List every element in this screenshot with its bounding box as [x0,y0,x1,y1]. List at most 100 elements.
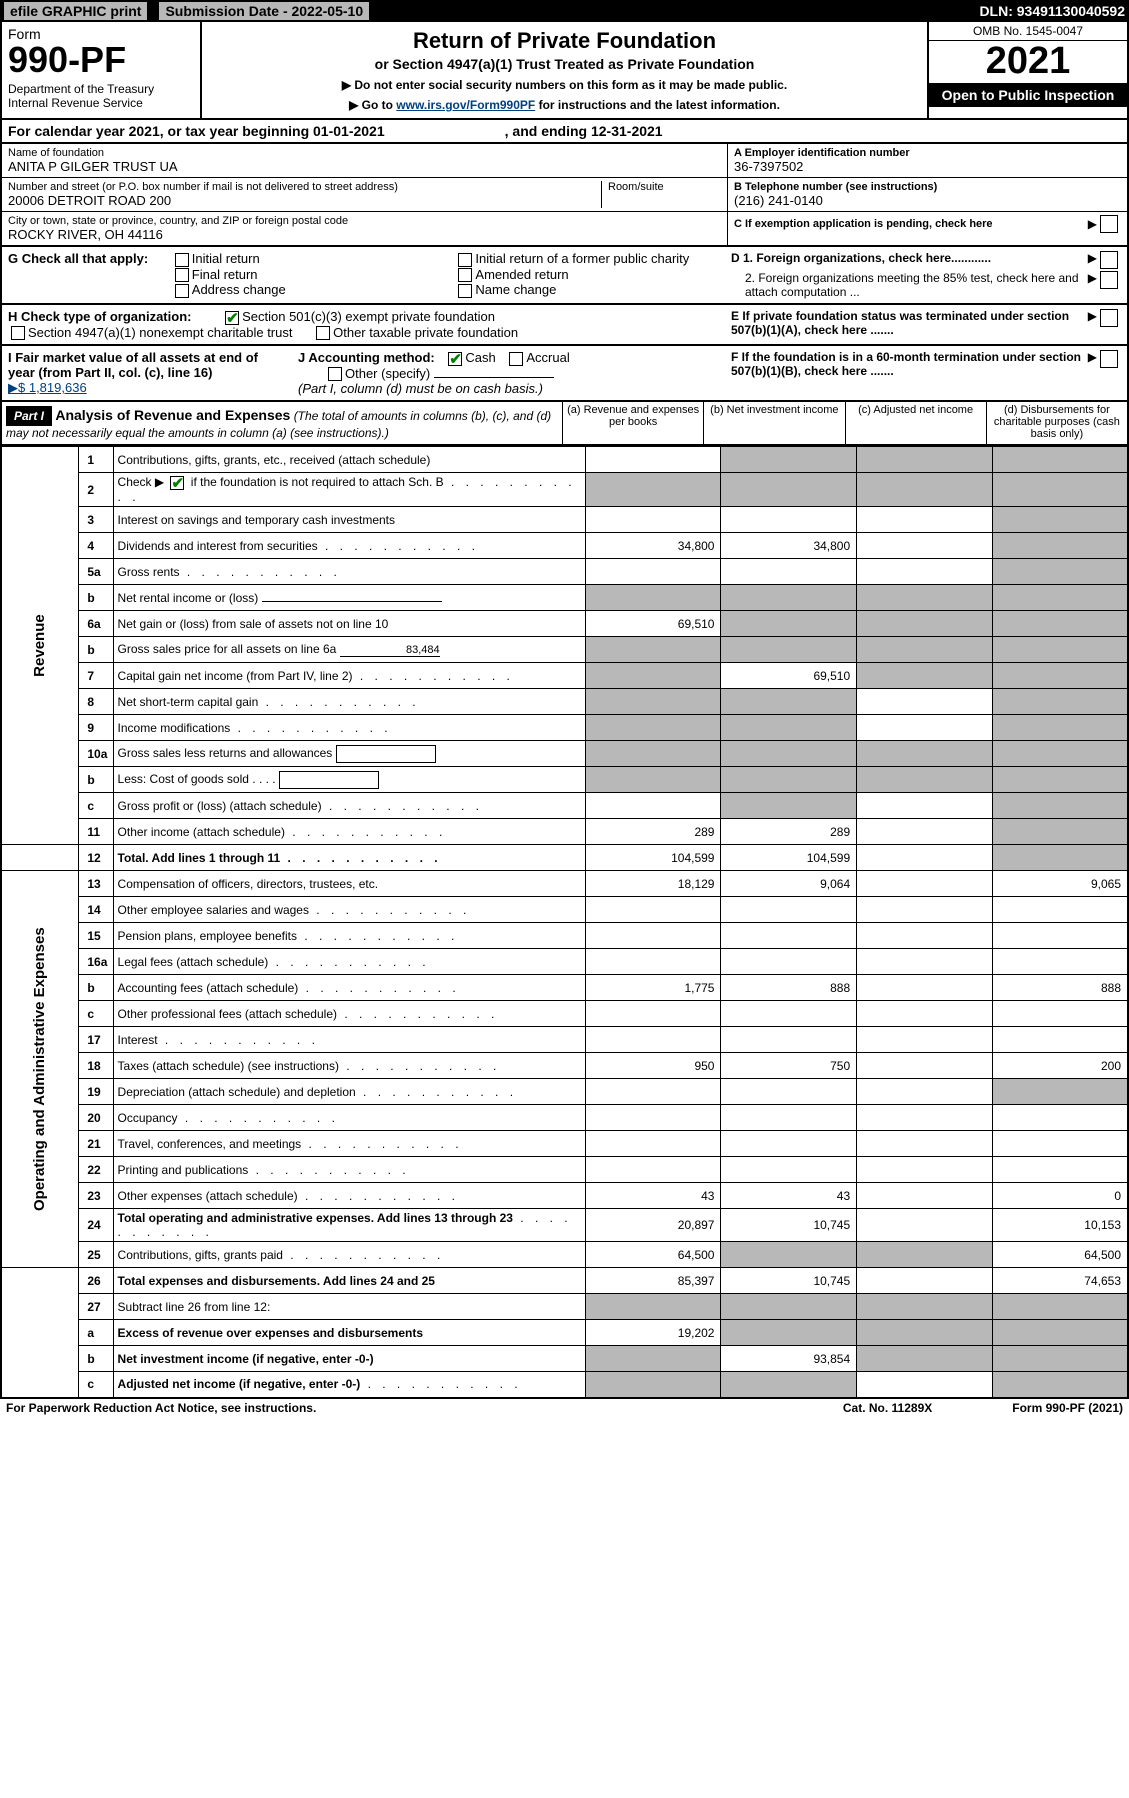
row-19: 19Depreciation (attach schedule) and dep… [1,1079,1128,1105]
r11-desc: Other income (attach schedule) [113,819,585,845]
calendar-year: For calendar year 2021, or tax year begi… [0,120,1129,144]
d2-cb[interactable] [1100,271,1118,289]
r12-b: 104,599 [721,845,857,871]
r7-desc: Capital gain net income (from Part IV, l… [113,663,585,689]
r21-num: 21 [79,1131,113,1157]
d1-cb[interactable] [1100,251,1118,269]
header-right: OMB No. 1545-0047 2021 Open to Public In… [927,22,1127,118]
g-name-cb[interactable] [458,284,472,298]
form-link[interactable]: www.irs.gov/Form990PF [396,98,535,112]
row-10c: cGross profit or (loss) (attach schedule… [1,793,1128,819]
r20-desc: Occupancy [113,1105,585,1131]
f-cb[interactable] [1100,350,1118,368]
row-26: 26Total expenses and disbursements. Add … [1,1268,1128,1294]
j-accrual-cb[interactable] [509,352,523,366]
r1-desc: Contributions, gifts, grants, etc., rece… [113,447,585,473]
footer-right: Form 990-PF (2021) [1012,1401,1123,1415]
note2-post: for instructions and the latest informat… [535,98,780,112]
note-1: ▶ Do not enter social security numbers o… [208,78,921,92]
g-opt-3: Initial return of a former public charit… [475,251,689,266]
r8-num: 8 [79,689,113,715]
r1-num: 1 [79,447,113,473]
r13-desc: Compensation of officers, directors, tru… [113,871,585,897]
r13-d: 9,065 [992,871,1128,897]
phone-row: B Telephone number (see instructions) (2… [728,178,1127,212]
r16a-num: 16a [79,949,113,975]
row-17: 17Interest [1,1027,1128,1053]
g-final-cb[interactable] [175,268,189,282]
r18-b: 750 [721,1053,857,1079]
r16b-num: b [79,975,113,1001]
row-9: 9Income modifications [1,715,1128,741]
g-initial2-cb[interactable] [458,253,472,267]
row-18: 18Taxes (attach schedule) (see instructi… [1,1053,1128,1079]
row-7: 7Capital gain net income (from Part IV, … [1,663,1128,689]
submission-date: Submission Date - 2022-05-10 [159,2,369,20]
footer-left: For Paperwork Reduction Act Notice, see … [6,1401,316,1415]
efile-label[interactable]: efile GRAPHIC print [4,2,147,20]
row-27c: cAdjusted net income (if negative, enter… [1,1372,1128,1398]
r24-desc: Total operating and administrative expen… [113,1209,585,1242]
r12-desc: Total. Add lines 1 through 11 [113,845,585,871]
i-value[interactable]: ▶$ 1,819,636 [8,380,87,395]
f-label: F If the foundation is in a 60-month ter… [731,350,1088,378]
h-501c3-cb[interactable] [225,311,239,325]
revenue-vlabel: Revenue [1,447,79,845]
h-other-cb[interactable] [316,326,330,340]
row-11: 11Other income (attach schedule)289289 [1,819,1128,845]
j-cash: Cash [465,350,495,365]
r12-num: 12 [79,845,113,871]
form-number: 990-PF [8,42,194,78]
row-27b: bNet investment income (if negative, ent… [1,1346,1128,1372]
r6a-num: 6a [79,611,113,637]
row-16a: 16aLegal fees (attach schedule) [1,949,1128,975]
r3-desc: Interest on savings and temporary cash i… [113,507,585,533]
row-16b: bAccounting fees (attach schedule)1,7758… [1,975,1128,1001]
r4-b: 34,800 [721,533,857,559]
row-16c: cOther professional fees (attach schedul… [1,1001,1128,1027]
g-initial-cb[interactable] [175,253,189,267]
j-label: J Accounting method: [298,350,435,365]
row-3: 3Interest on savings and temporary cash … [1,507,1128,533]
r2-cb[interactable] [170,476,184,490]
h-4947-cb[interactable] [11,326,25,340]
r26-num: 26 [79,1268,113,1294]
r15-desc: Pension plans, employee benefits [113,923,585,949]
c-row: C If exemption application is pending, c… [728,212,1127,236]
c-checkbox[interactable] [1100,215,1118,233]
r14-num: 14 [79,897,113,923]
r13-num: 13 [79,871,113,897]
r21-desc: Travel, conferences, and meetings [113,1131,585,1157]
i-label: I Fair market value of all assets at end… [8,350,258,380]
row-24: 24Total operating and administrative exp… [1,1209,1128,1242]
r27b-b: 93,854 [721,1346,857,1372]
row-20: 20Occupancy [1,1105,1128,1131]
r6a-desc: Net gain or (loss) from sale of assets n… [113,611,585,637]
r26-b: 10,745 [721,1268,857,1294]
j-accrual: Accrual [526,350,569,365]
g-amend-cb[interactable] [458,268,472,282]
info-left: Name of foundation ANITA P GILGER TRUST … [2,144,727,245]
r19-num: 19 [79,1079,113,1105]
row-4: 4Dividends and interest from securities3… [1,533,1128,559]
e-cb[interactable] [1100,309,1118,327]
row-6b: bGross sales price for all assets on lin… [1,637,1128,663]
name-row: Name of foundation ANITA P GILGER TRUST … [2,144,727,178]
r25-d: 64,500 [992,1242,1128,1268]
r15-num: 15 [79,923,113,949]
r11-num: 11 [79,819,113,845]
j-other-cb[interactable] [328,367,342,381]
form-header: Form 990-PF Department of the Treasury I… [0,22,1129,120]
r18-num: 18 [79,1053,113,1079]
d2-label: 2. Foreign organizations meeting the 85%… [731,271,1088,299]
r16b-d: 888 [992,975,1128,1001]
j-cash-cb[interactable] [448,352,462,366]
col-c-header: (c) Adjusted net income [845,402,986,444]
ein-row: A Employer identification number 36-7397… [728,144,1127,178]
row-22: 22Printing and publications [1,1157,1128,1183]
addr-row: Number and street (or P.O. box number if… [2,178,727,212]
h-opt-1: Section 4947(a)(1) nonexempt charitable … [28,325,292,340]
r25-desc: Contributions, gifts, grants paid [113,1242,585,1268]
r18-d: 200 [992,1053,1128,1079]
g-addr-cb[interactable] [175,284,189,298]
